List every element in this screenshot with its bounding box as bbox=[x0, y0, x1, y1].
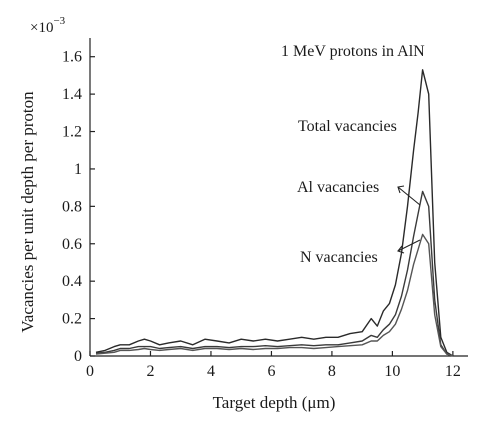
annotation-al-vacancies: Al vacancies bbox=[297, 179, 379, 196]
x-tick-label: 6 bbox=[267, 363, 275, 380]
x-tick-label: 12 bbox=[445, 363, 461, 380]
y-tick-label: 0.8 bbox=[62, 198, 82, 215]
series-line-al-vacancies bbox=[95, 190, 454, 357]
x-axis-label: Target depth (μm) bbox=[213, 393, 336, 412]
x-tick-label: 0 bbox=[86, 363, 94, 380]
y-tick-label: 1.6 bbox=[62, 49, 82, 66]
y-tick-label: 1.4 bbox=[62, 86, 82, 103]
y-multiplier: ×10−3 bbox=[30, 15, 66, 36]
chart-title: 1 MeV protons in AlN bbox=[281, 43, 425, 60]
x-tick-label: 2 bbox=[146, 363, 154, 380]
annotation-n-vacancies: N vacancies bbox=[300, 249, 378, 266]
y-tick-label: 1 bbox=[74, 161, 82, 178]
y-multiplier-base: ×10 bbox=[30, 20, 53, 36]
y-tick-label: 0 bbox=[74, 348, 82, 365]
series-line-total-vacancies bbox=[95, 69, 454, 357]
y-tick-label: 1.2 bbox=[62, 124, 82, 141]
y-tick-label: 0.6 bbox=[62, 236, 82, 253]
al-vacancies-arrow bbox=[397, 185, 421, 206]
n-vacancies-arrow bbox=[397, 239, 421, 254]
x-tick-label: 4 bbox=[207, 363, 215, 380]
y-axis-label: Vacancies per unit depth per proton bbox=[18, 91, 37, 333]
y-multiplier-exponent: −3 bbox=[53, 15, 65, 27]
series-lines bbox=[95, 69, 454, 357]
x-tick-label: 8 bbox=[328, 363, 336, 380]
series-line-n-vacancies bbox=[95, 233, 454, 357]
y-tick-label: 0.2 bbox=[62, 311, 82, 328]
y-tick-label: 0.4 bbox=[62, 273, 82, 290]
x-tick-label: 10 bbox=[384, 363, 400, 380]
annotation-total-vacancies: Total vacancies bbox=[298, 118, 397, 135]
axis-ticks: 0 2 4 6 8 10 12 0 0.2 0.4 0.6 0.8 1 1.2 1.4 1.6 bbox=[62, 49, 461, 380]
